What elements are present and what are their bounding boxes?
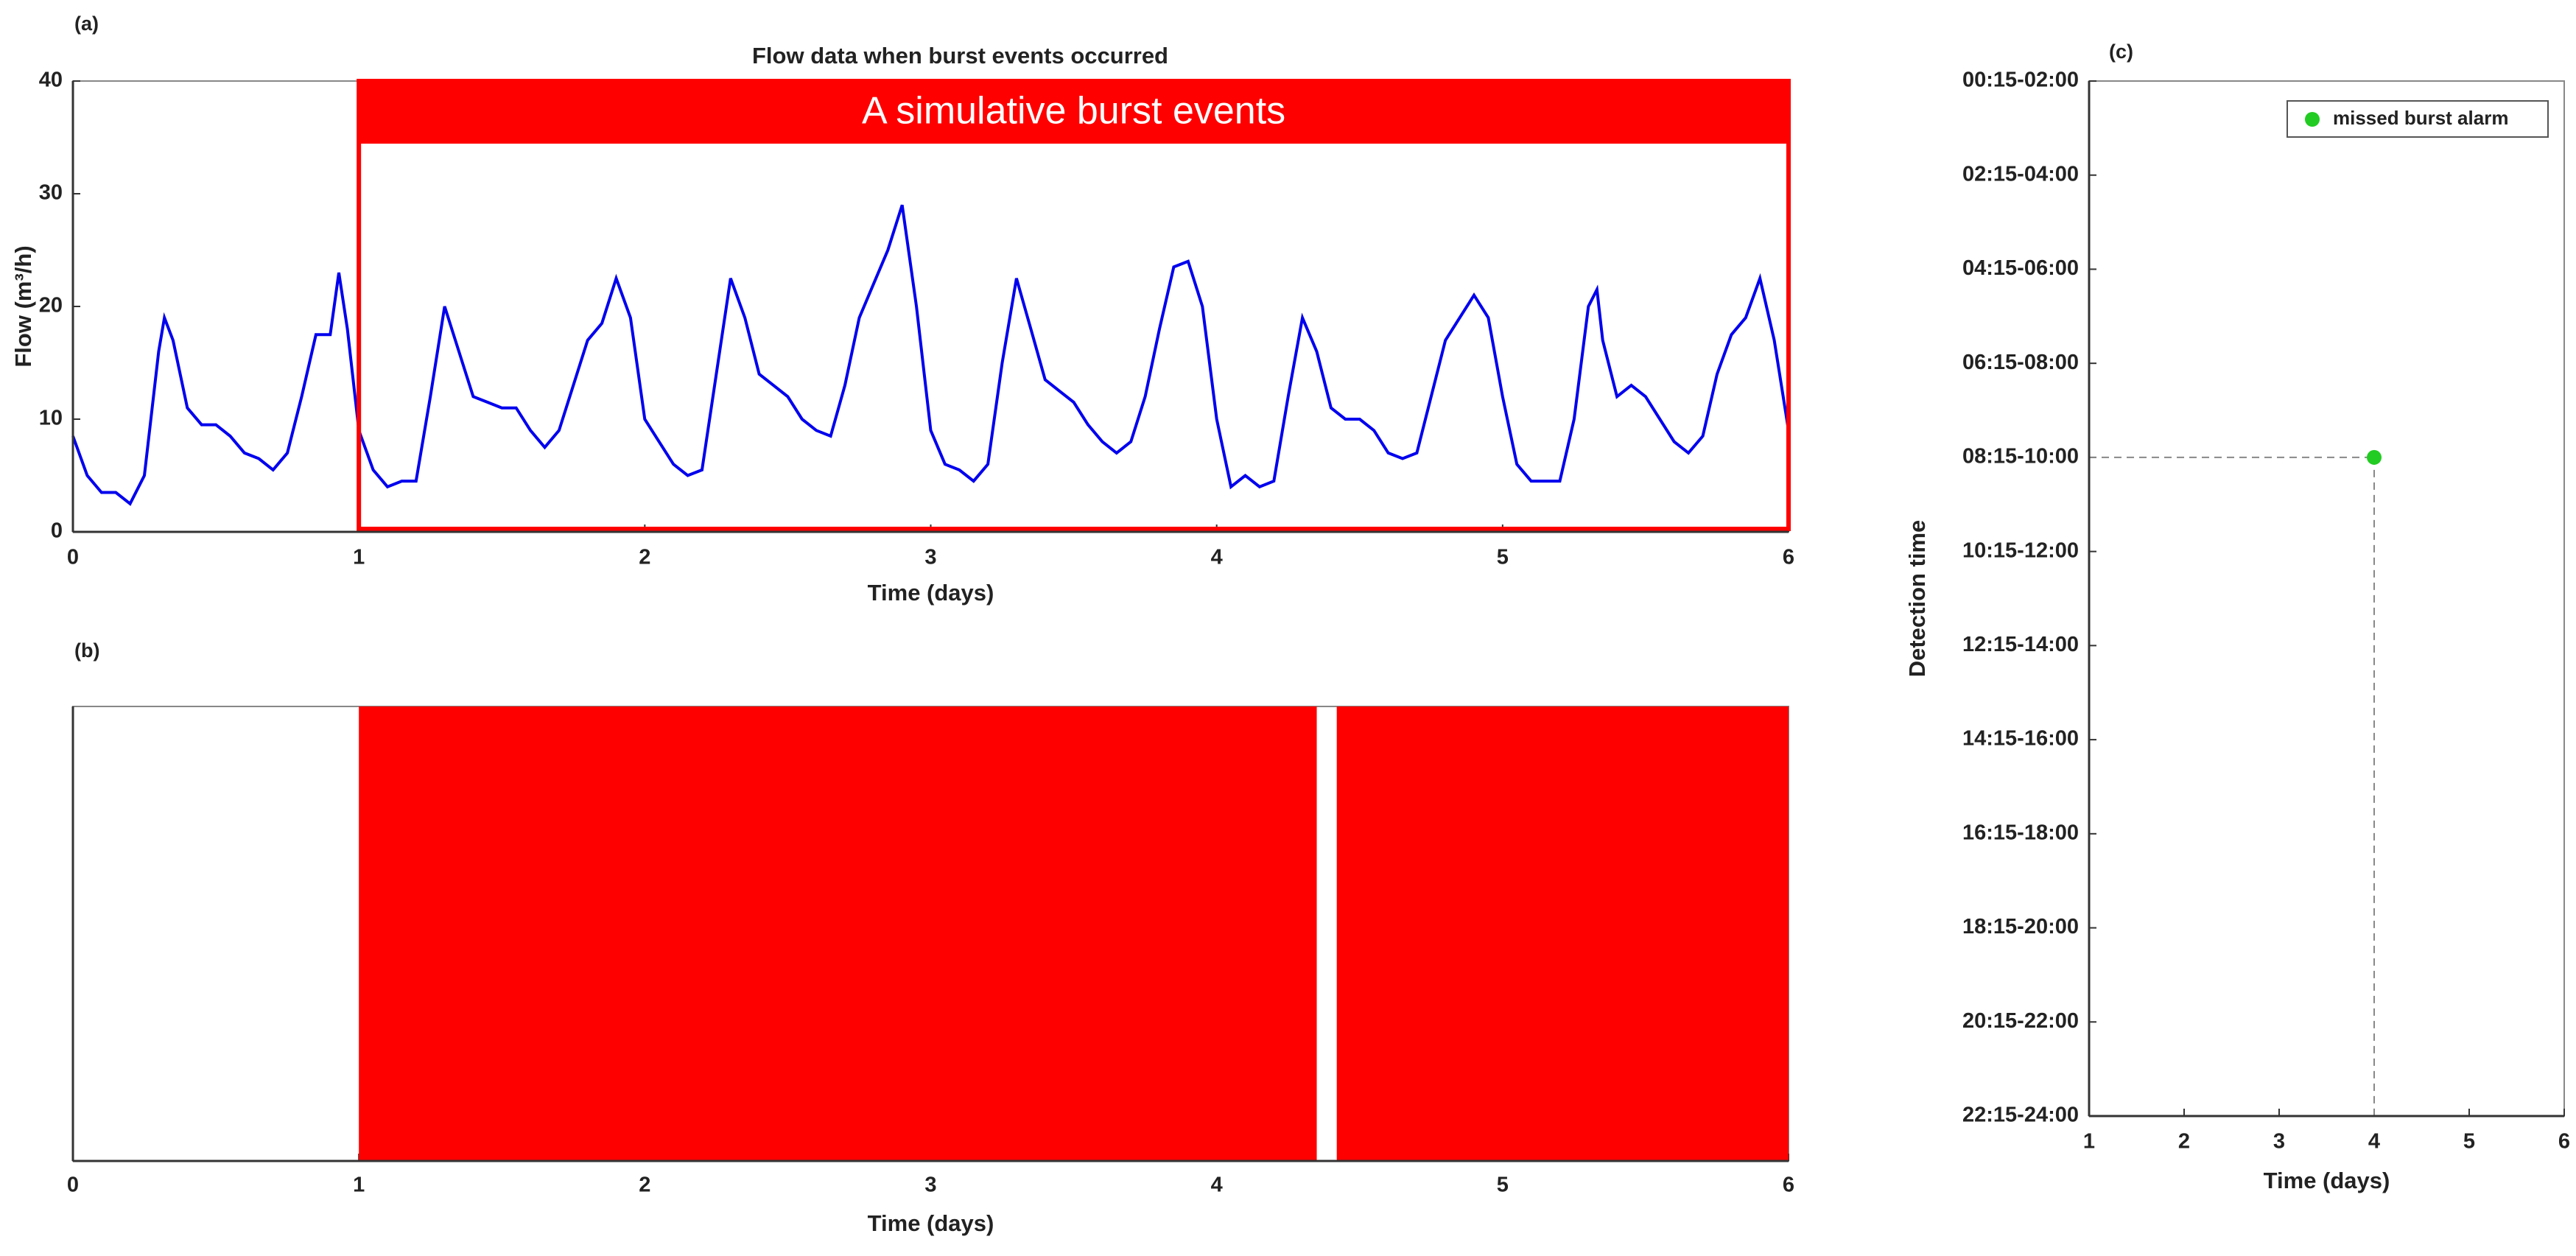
plot-frame bbox=[72, 80, 1789, 533]
highlight-box bbox=[357, 79, 1791, 531]
y-tick-label: 08:15-10:00 bbox=[1962, 445, 2079, 469]
x-tick-label: 0 bbox=[67, 546, 79, 569]
y-axis-label: Flow (m³/h) bbox=[10, 245, 36, 367]
x-tick-label: 6 bbox=[2558, 1130, 2570, 1154]
legend-label: missed burst alarm bbox=[2333, 107, 2508, 129]
y-tick-label: 30 bbox=[39, 181, 63, 205]
chart-title: Flow data when burst events occurred bbox=[752, 43, 1168, 69]
x-axis-label: Time (days) bbox=[868, 1210, 994, 1236]
x-tick-label: 4 bbox=[1211, 1173, 1223, 1197]
x-axis-label: Time (days) bbox=[868, 580, 994, 606]
x-tick-label: 3 bbox=[924, 546, 936, 569]
x-tick-label: 6 bbox=[1783, 546, 1794, 569]
panel-label: (a) bbox=[74, 13, 99, 35]
x-tick-label: 0 bbox=[67, 1173, 79, 1197]
panel-label: (c) bbox=[2109, 41, 2133, 63]
x-tick-label: 2 bbox=[639, 1173, 650, 1197]
x-tick-label: 5 bbox=[1497, 546, 1509, 569]
legend-box bbox=[2287, 100, 2549, 138]
y-tick-label: 02:15-04:00 bbox=[1962, 162, 2079, 186]
y-tick-label: 20 bbox=[39, 294, 63, 317]
plot-frame bbox=[2088, 80, 2565, 1117]
flow-line bbox=[71, 204, 1790, 506]
y-tick-label: 06:15-08:00 bbox=[1962, 351, 2079, 374]
highlight-banner bbox=[359, 81, 1789, 144]
y-tick-label: 12:15-14:00 bbox=[1962, 633, 2079, 656]
y-axis-label: Detection time bbox=[1904, 520, 1930, 678]
burst-span bbox=[359, 706, 1317, 1161]
x-tick-label: 4 bbox=[2368, 1130, 2380, 1154]
x-tick-label: 1 bbox=[2083, 1130, 2095, 1154]
y-tick-label: 10:15-12:00 bbox=[1962, 538, 2079, 562]
panel-label: (b) bbox=[74, 639, 99, 662]
x-tick-label: 5 bbox=[1497, 1173, 1509, 1197]
x-tick-label: 6 bbox=[1783, 1173, 1794, 1197]
y-tick-label: 0 bbox=[51, 519, 63, 543]
highlight-label: A simulative burst events bbox=[862, 90, 1285, 133]
x-tick-label: 1 bbox=[353, 1173, 365, 1197]
y-tick-label: 16:15-18:00 bbox=[1962, 821, 2079, 844]
x-tick-label: 4 bbox=[1211, 546, 1223, 569]
y-tick-label: 04:15-06:00 bbox=[1962, 256, 2079, 280]
legend-marker bbox=[2305, 112, 2320, 127]
y-tick-label: 18:15-20:00 bbox=[1962, 915, 2079, 939]
alarm-point bbox=[2367, 449, 2382, 465]
y-tick-label: 00:15-02:00 bbox=[1962, 69, 2079, 92]
x-tick-label: 3 bbox=[2273, 1130, 2285, 1154]
x-tick-label: 5 bbox=[2463, 1130, 2475, 1154]
y-tick-label: 22:15-24:00 bbox=[1962, 1104, 2079, 1127]
x-tick-label: 2 bbox=[639, 546, 650, 569]
y-tick-label: 10 bbox=[39, 407, 63, 430]
y-tick-label: 20:15-22:00 bbox=[1962, 1009, 2079, 1033]
y-tick-label: 40 bbox=[39, 69, 63, 92]
x-tick-label: 1 bbox=[353, 546, 365, 569]
y-tick-label: 14:15-16:00 bbox=[1962, 727, 2079, 751]
x-axis-label: Time (days) bbox=[2264, 1168, 2390, 1193]
burst-span bbox=[1336, 706, 1789, 1161]
x-tick-label: 2 bbox=[2178, 1130, 2190, 1154]
x-tick-label: 3 bbox=[924, 1173, 936, 1197]
